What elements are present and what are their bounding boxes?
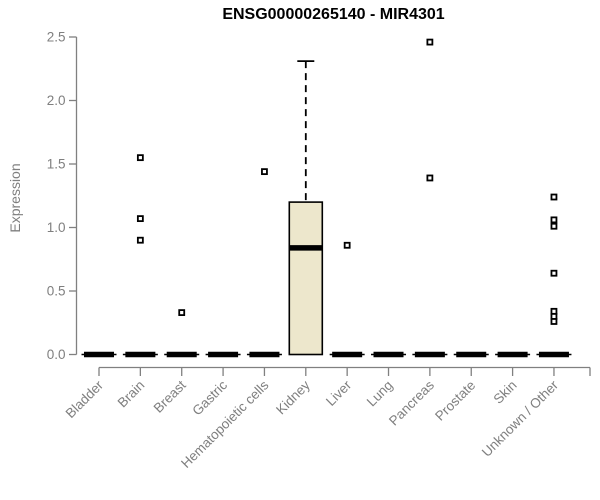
x-tick-label-skin: Skin — [491, 378, 520, 407]
x-tick-label-bladder: Bladder — [63, 377, 107, 421]
outlier-point-hematopoietic-cells — [261, 168, 268, 176]
outlier-point-unknown-other — [550, 269, 558, 277]
y-tick-label: 1.0 — [47, 220, 66, 235]
x-tick-label-kidney: Kidney — [273, 377, 313, 417]
outlier-point-brain — [136, 154, 144, 162]
outlier-point-unknown-other — [550, 318, 558, 325]
x-tick-label-pancreas: Pancreas — [386, 377, 437, 428]
y-tick-label: 2.0 — [47, 93, 66, 108]
outlier-point-brain — [136, 215, 144, 223]
outlier-point-breast — [178, 309, 186, 316]
outlier-point-unknown-other — [550, 222, 558, 230]
x-tick-label-gastric: Gastric — [189, 377, 230, 418]
outlier-point-liver — [343, 241, 351, 249]
x-tick-label-unknown-other: Unknown / Other — [479, 377, 562, 460]
y-tick-label: 1.5 — [47, 157, 66, 172]
x-tick-label-lung: Lung — [364, 378, 396, 410]
x-tick-label-brain: Brain — [115, 378, 148, 411]
outlier-point-unknown-other — [550, 216, 558, 224]
outlier-point-pancreas — [426, 174, 434, 182]
outlier-point-unknown-other — [550, 193, 558, 201]
chart-title: ENSG00000265140 - MIR4301 — [222, 6, 445, 23]
x-tick-label-breast: Breast — [151, 377, 189, 415]
outlier-point-pancreas — [426, 38, 434, 46]
outlier-point-brain — [136, 236, 144, 244]
y-tick-label: 0.0 — [47, 347, 66, 362]
x-tick-label-liver: Liver — [323, 377, 355, 409]
box-kidney — [288, 201, 324, 356]
x-tick-label-prostate: Prostate — [432, 378, 478, 424]
y-tick-label: 0.5 — [47, 284, 66, 299]
y-tick-label: 2.5 — [47, 30, 66, 45]
